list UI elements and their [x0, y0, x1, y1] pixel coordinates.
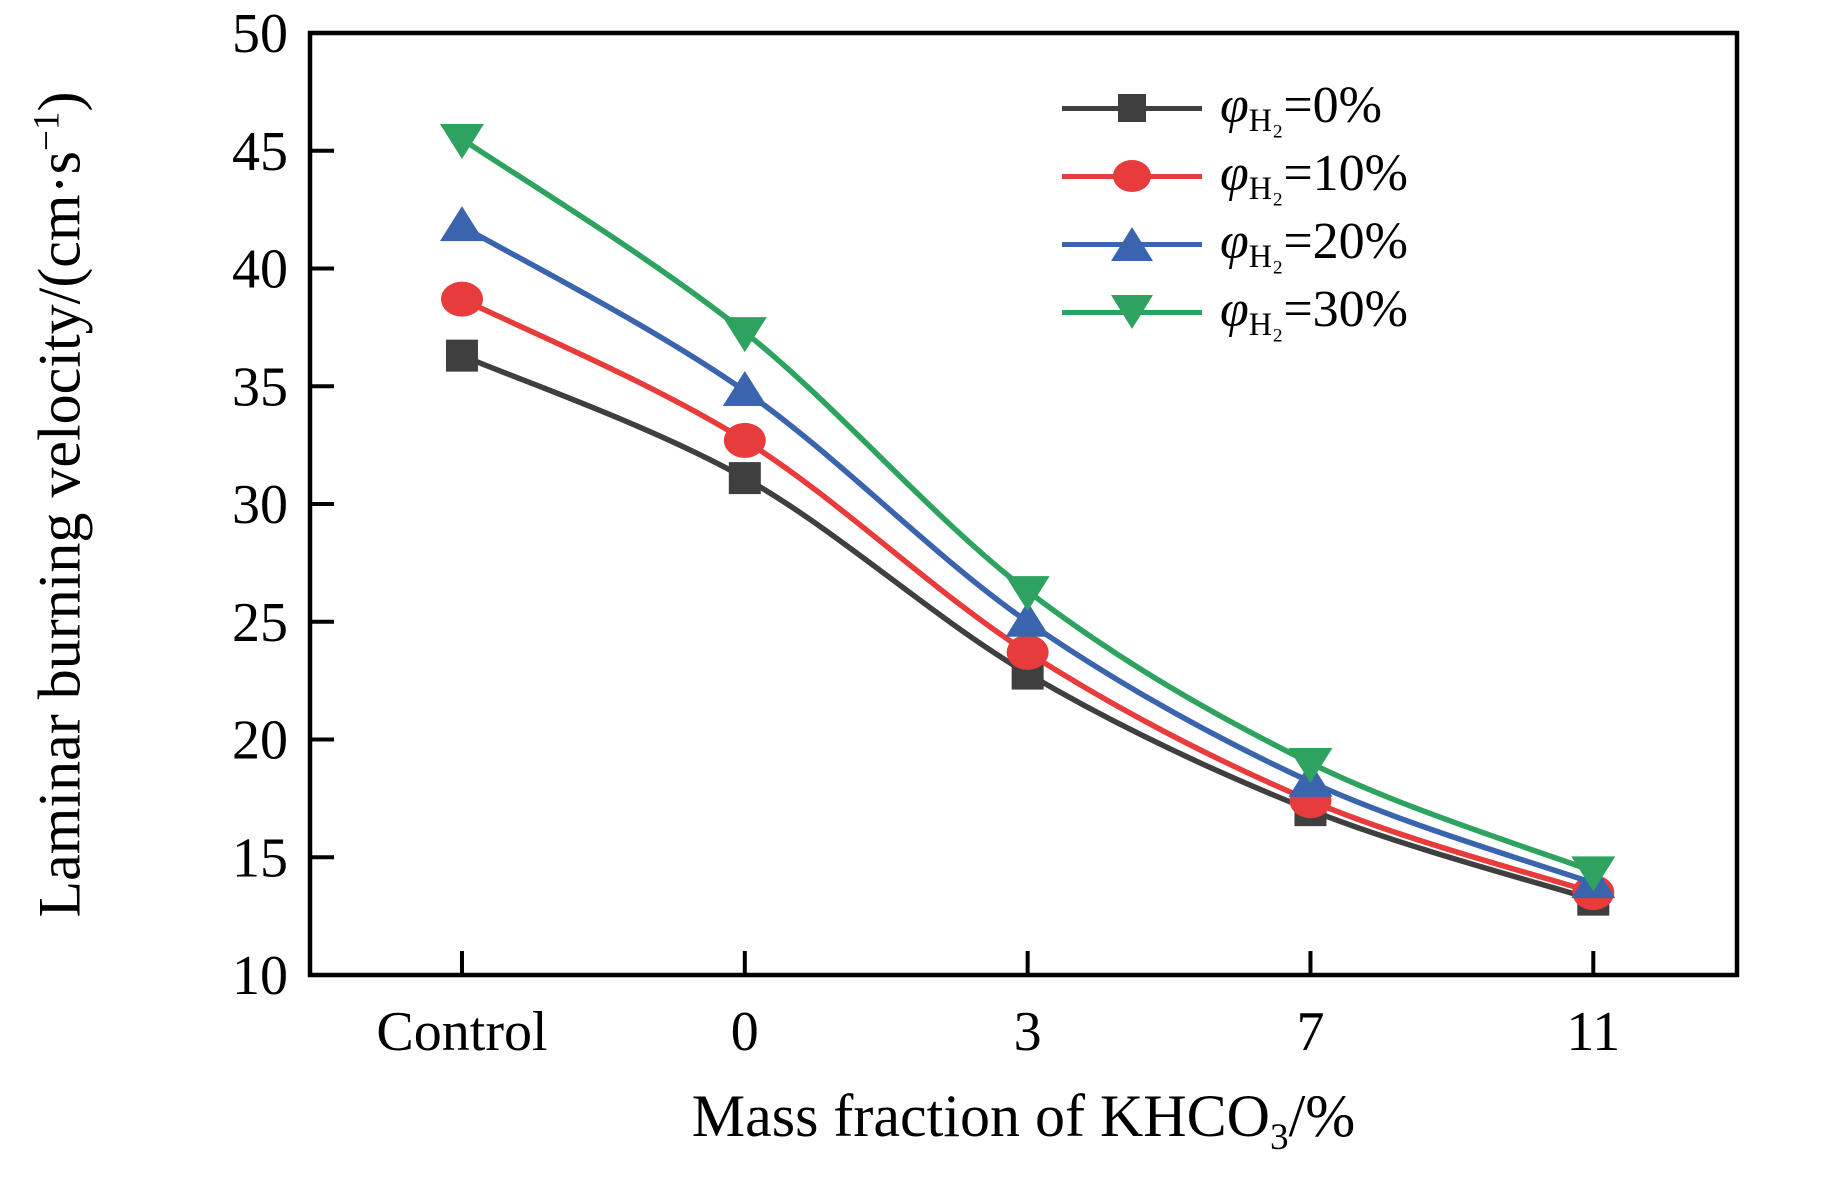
legend-line-sample: [1062, 94, 1202, 122]
legend-line-sample: [1062, 295, 1202, 329]
legend: φH₂=0% φH₂=10% φH₂=20% φH₂=30%: [1062, 74, 1408, 346]
data-point-marker-triangle-down: [1005, 576, 1050, 612]
data-point-marker-triangle-down: [439, 123, 484, 159]
legend-item: φH₂=30%: [1062, 278, 1408, 346]
legend-label: φH₂=10%: [1220, 144, 1408, 206]
legend-item: φH₂=0%: [1062, 74, 1408, 142]
data-point-marker-square: [445, 339, 478, 372]
series-line: [459, 136, 1597, 875]
y-tick-label: 30: [232, 474, 288, 536]
legend-marker-square-icon: [1118, 94, 1146, 122]
data-point-marker-triangle-down: [722, 317, 767, 353]
y-tick-label: 40: [232, 239, 288, 301]
legend-label-value: =30%: [1283, 280, 1408, 338]
x-tick-label: Control: [376, 1001, 547, 1063]
data-point-marker-circle: [440, 281, 483, 317]
plot-frame: [307, 30, 1740, 978]
legend-label-value: =0%: [1283, 76, 1382, 134]
legend-marker-triangle-up-icon: [1111, 227, 1153, 261]
legend-label-subscript: H₂: [1248, 101, 1284, 138]
y-tick-label: 25: [232, 592, 288, 654]
legend-label: φH₂=20%: [1220, 212, 1408, 274]
x-axis-title-pre: Mass fraction of KHCO: [691, 1083, 1270, 1149]
legend-line-sample: [1062, 160, 1202, 192]
legend-label-phi: φ: [1220, 212, 1249, 270]
x-tick-label: 7: [1296, 1001, 1324, 1063]
legend-label-subscript: H₂: [1248, 305, 1284, 342]
data-point-marker-triangle-down: [1288, 748, 1333, 784]
legend-label: φH₂=0%: [1220, 76, 1382, 138]
legend-label-subscript: H₂: [1248, 237, 1284, 274]
y-tick-label: 15: [232, 827, 288, 889]
legend-marker-triangle-down-icon: [1111, 295, 1153, 329]
data-point-marker-triangle-up: [1005, 601, 1050, 637]
legend-label-phi: φ: [1220, 280, 1249, 338]
data-point-marker-circle: [723, 422, 766, 458]
data-point-marker-circle: [1006, 634, 1049, 670]
y-tick-label: 10: [232, 945, 288, 1007]
y-tick-label: 35: [232, 356, 288, 418]
legend-item: φH₂=20%: [1062, 210, 1408, 278]
legend-label-value: =20%: [1283, 212, 1408, 270]
data-point-marker-triangle-up: [722, 370, 767, 406]
legend-label-value: =10%: [1283, 144, 1408, 202]
y-tick-label: 20: [232, 710, 288, 772]
legend-label-phi: φ: [1220, 144, 1249, 202]
y-tick-label: 45: [232, 121, 288, 183]
data-point-marker-triangle-down: [1571, 856, 1616, 892]
legend-label-subscript: H₂: [1248, 169, 1284, 206]
data-point-marker-square: [728, 462, 761, 495]
x-axis-title: Mass fraction of KHCO3/%: [310, 1082, 1737, 1159]
x-tick-label: 0: [731, 1001, 759, 1063]
y-tick-label: 50: [232, 3, 288, 65]
x-tick-label: 3: [1014, 1001, 1042, 1063]
legend-marker-circle-icon: [1113, 160, 1151, 192]
legend-label-phi: φ: [1220, 76, 1249, 134]
series-line: [459, 223, 1597, 886]
x-tick-label: 11: [1566, 1001, 1620, 1063]
legend-item: φH₂=10%: [1062, 142, 1408, 210]
x-axis-title-sub: 3: [1269, 1117, 1289, 1158]
legend-label: φH₂=30%: [1220, 280, 1408, 342]
x-axis-title-post: /%: [1288, 1083, 1356, 1149]
data-point-marker-triangle-up: [439, 206, 484, 242]
legend-line-sample: [1062, 227, 1202, 261]
